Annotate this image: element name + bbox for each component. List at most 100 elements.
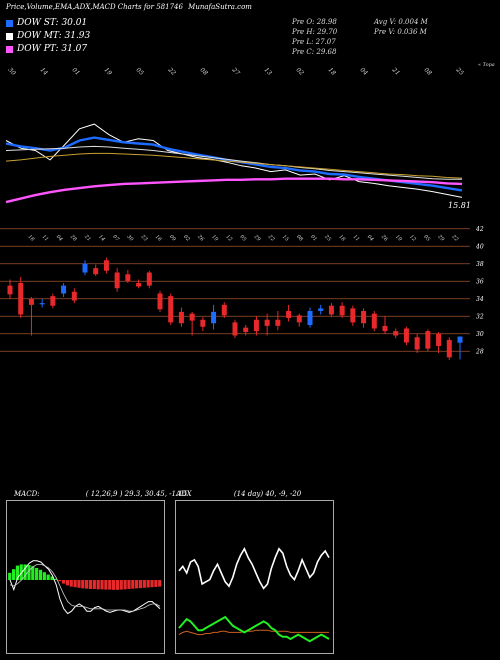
candle-date-label: 11	[41, 234, 50, 243]
candle-date-label: 26	[195, 233, 205, 243]
macd-histogram-bar	[92, 580, 96, 589]
candle-date-label: 08	[295, 234, 304, 243]
candle-date-label: 02	[182, 234, 191, 243]
candle-body	[200, 319, 206, 327]
candle-body	[39, 303, 45, 305]
candle-body	[457, 336, 463, 343]
candle-body	[93, 268, 99, 275]
candle-date-label: 07	[111, 234, 120, 243]
candle-body	[425, 331, 431, 349]
macd-line	[9, 560, 161, 615]
top-date-label: 14	[39, 66, 49, 76]
candle-date-label: 30	[126, 234, 135, 243]
macd-histogram-bar	[42, 572, 46, 580]
ema-line	[5, 145, 462, 180]
candle-date-label: 25	[323, 233, 332, 242]
price-chart: 30 14 01 19 05 22 08 27 13 02 18 04 21 08 25 « Topa 15.8…	[0, 62, 495, 360]
macd-histogram-bar	[100, 580, 104, 590]
macd-histogram-bar	[77, 580, 81, 588]
candle-body	[61, 285, 67, 294]
top-date-label: 02	[295, 66, 305, 76]
top-date-label: 27	[230, 66, 241, 77]
candle-body	[350, 308, 356, 323]
candle-body	[253, 319, 259, 332]
macd-chart	[6, 500, 165, 654]
macd-histogram-bar	[27, 565, 31, 580]
macd-title: MACD: ( 12,26,9 ) 29.3, 30.45, -1.15	[14, 490, 187, 498]
legend-st-swatch	[6, 19, 13, 27]
candle-date-label: 26	[379, 233, 389, 243]
macd-histogram-bar	[61, 580, 66, 584]
top-date-label: 22	[166, 66, 177, 77]
candle-date-label: 18	[27, 234, 36, 243]
candle-date-label: 29	[436, 233, 446, 243]
candle-body	[114, 272, 120, 289]
candle-body	[243, 327, 249, 332]
candle-date-label: 04	[55, 234, 64, 243]
candle-date-label: 01	[309, 234, 318, 243]
top-date-label: 05	[135, 66, 145, 76]
adx-title-text: ADX	[176, 490, 192, 498]
candle-date-label: 19	[210, 234, 219, 243]
candle-date-label: 12	[224, 234, 233, 243]
macd-histogram-bar	[123, 580, 127, 590]
candle-body	[232, 322, 238, 336]
chart-title-text: Price,Volume,EMA,ADX,MACD Charts for 581…	[6, 3, 183, 11]
macd-histogram-bar	[46, 574, 50, 580]
candle-date-label: 18	[338, 234, 347, 243]
macd-histogram-bar	[58, 580, 62, 582]
candle-body	[211, 311, 217, 324]
candle-body	[125, 274, 131, 282]
top-date-label: 01	[71, 66, 81, 76]
macd-histogram-bar	[142, 580, 146, 588]
macd-histogram-bar	[135, 580, 139, 589]
adx-params: (14 day) 40, -9, -20	[233, 490, 302, 498]
macd-histogram-bar	[96, 580, 100, 590]
macd-histogram-bar	[23, 564, 27, 580]
candle-body	[136, 283, 142, 287]
candle-body	[189, 313, 195, 321]
macd-histogram-bar	[108, 580, 112, 590]
candle-body	[436, 333, 442, 346]
candle-body	[221, 304, 227, 316]
legend-st: DOW ST: 30.01	[6, 18, 87, 28]
candle-body	[361, 311, 367, 324]
candle-body	[50, 296, 56, 306]
macd-histogram-bar	[15, 565, 20, 580]
top-date-label: 13	[263, 66, 273, 76]
macd-frame	[6, 500, 165, 654]
candle-body	[414, 337, 420, 350]
legend-mt-label: DOW MT: 31.93	[17, 31, 91, 41]
candle-date-label: 28	[68, 233, 77, 242]
macd-histogram-bar	[50, 576, 54, 580]
candle-body	[371, 313, 377, 329]
macd-histogram-bar	[31, 566, 35, 580]
macd-histogram-bar	[131, 580, 135, 589]
site-name: MunafaSutra.com	[188, 3, 252, 11]
macd-histogram-bar	[8, 572, 12, 580]
stat-pre-high: Pre H: 29.70	[292, 28, 338, 36]
adx-minus-di-line	[178, 615, 330, 643]
candle-body	[18, 283, 24, 315]
top-date-label: 04	[359, 66, 369, 76]
top-date-label: 21	[390, 66, 401, 77]
macd-title-text: MACD:	[14, 490, 40, 498]
candle-body	[264, 319, 270, 326]
candle-body	[71, 291, 77, 301]
stat-pre-close: Pre C: 29.68	[292, 48, 337, 56]
stat-avg-volume: Avg V: 0.004 M	[374, 18, 428, 26]
candle-date-label: 23	[139, 233, 148, 242]
last-value-label: 15.81	[448, 201, 471, 210]
candle-date-label: 11	[352, 234, 361, 243]
candle-body	[168, 296, 174, 323]
ema-line	[5, 177, 463, 204]
candle-body	[393, 331, 399, 336]
ema-line	[5, 152, 463, 179]
candle-date-label: 05	[239, 234, 248, 243]
macd-histogram-bar	[65, 580, 70, 586]
macd-histogram-bar	[81, 580, 85, 589]
candle-body	[103, 260, 109, 271]
candle-date-label: 05	[422, 234, 431, 243]
candle-body	[178, 311, 184, 324]
macd-histogram-bar	[158, 580, 162, 587]
